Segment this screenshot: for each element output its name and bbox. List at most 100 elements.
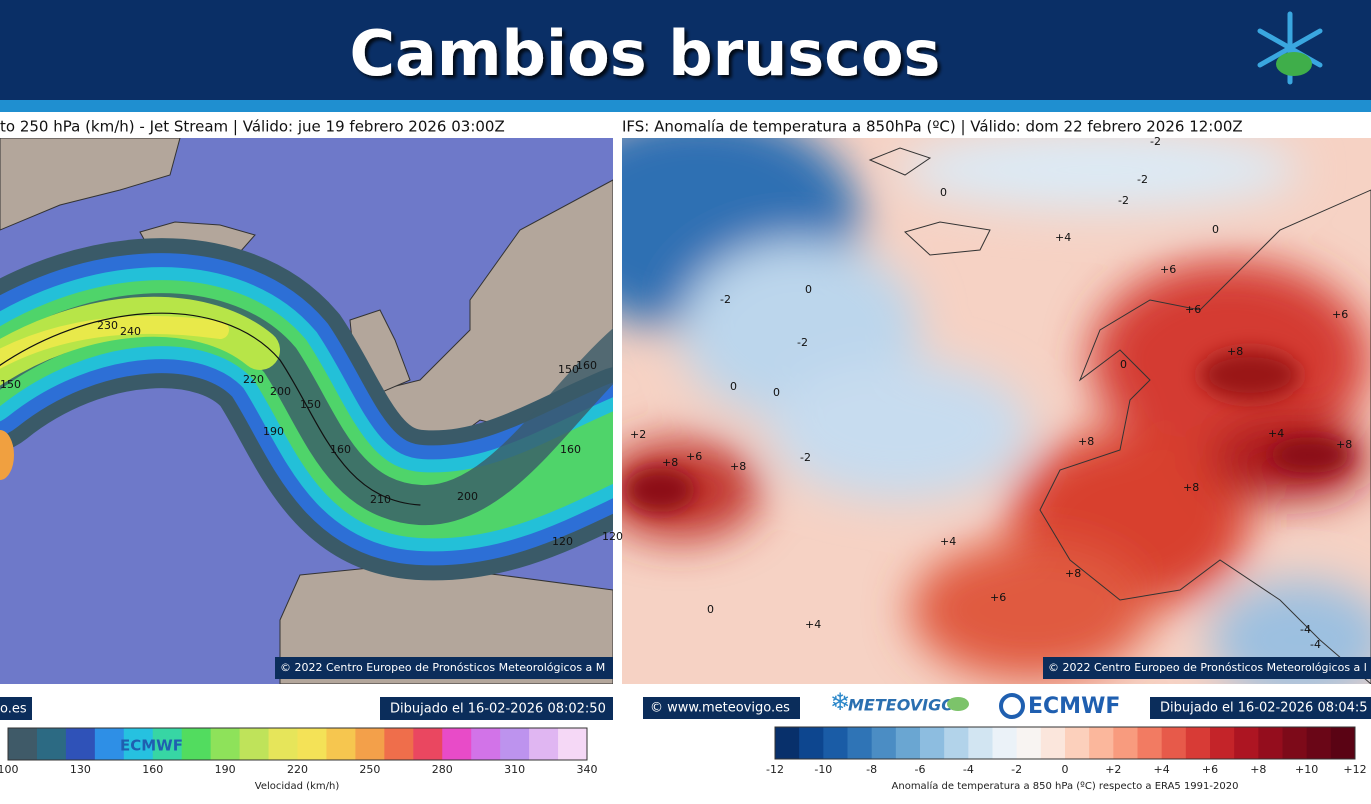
colorbar-tick-label: -2 xyxy=(1011,763,1022,776)
colorbar-segment xyxy=(94,728,125,760)
colorbar-segment xyxy=(297,728,327,760)
right-site-box xyxy=(643,697,800,719)
colorbar-segment xyxy=(529,728,559,760)
colorbar-segment xyxy=(920,727,945,759)
left-site: o.es xyxy=(0,702,27,717)
contour-label: 210 xyxy=(370,493,391,506)
colorbar-segment xyxy=(181,728,212,760)
colorbar-tick-label: -6 xyxy=(915,763,926,776)
contour-label: 120 xyxy=(552,535,573,548)
colorbar-segment xyxy=(1234,727,1259,759)
contour-label: 160 xyxy=(330,443,351,456)
contour-label: -2 xyxy=(720,293,731,306)
colorbar-segment xyxy=(1330,727,1356,759)
colorbar-tick-label: +10 xyxy=(1295,763,1318,776)
colorbar-segment xyxy=(992,727,1018,759)
colorbar-tick-label: -4 xyxy=(963,763,974,776)
colorbar-segment xyxy=(1065,727,1090,759)
colorbar-segment xyxy=(384,728,414,760)
colorbar-segment xyxy=(123,728,154,760)
colorbar-segment xyxy=(895,727,921,759)
contour-label: +8 xyxy=(1336,438,1352,451)
left-drawn: Dibujado el 16-02-2026 08:02:50 xyxy=(390,702,606,717)
brand: METEOVIGO xyxy=(848,696,955,715)
colorbar-segment xyxy=(1161,727,1187,759)
contour-label: 150 xyxy=(558,363,579,376)
right-logo: ECMWF xyxy=(1028,694,1120,719)
contour-label: +8 xyxy=(730,460,746,473)
header-strip xyxy=(0,100,1371,112)
colorbar-tick-label: 280 xyxy=(432,763,453,776)
contour-label: 220 xyxy=(243,373,264,386)
colorbar-segment xyxy=(799,727,824,759)
colorbar-segment xyxy=(413,728,443,760)
colorbar-segment xyxy=(823,727,848,759)
contour-label: 190 xyxy=(263,425,284,438)
left-colorbar: 100 130 160 190 220 250 280 310 340 xyxy=(0,727,598,776)
colorbar-segment xyxy=(1040,727,1066,759)
colorbar-segment xyxy=(1016,727,1042,759)
colorbar-tick-label: 130 xyxy=(70,763,91,776)
contour-label: 0 xyxy=(1212,223,1219,236)
colorbar-segment xyxy=(775,727,800,759)
contour-label: +6 xyxy=(1332,308,1348,321)
colorbar-segment xyxy=(1282,727,1308,759)
colorbar-segment xyxy=(1113,727,1138,759)
left-panel-title: to 250 hPa (km/h) - Jet Stream | Válido:… xyxy=(0,118,505,136)
snowflake-logo xyxy=(1257,11,1323,85)
contour-label: +8 xyxy=(1227,345,1243,358)
contour-label: +4 xyxy=(1268,427,1284,440)
contour-label: 240 xyxy=(120,325,141,338)
contour-label: +6 xyxy=(686,450,702,463)
contour-label: -2 xyxy=(1150,135,1161,148)
colorbar-segment xyxy=(1210,727,1235,759)
contour-label: 0 xyxy=(940,186,947,199)
contour-label: +6 xyxy=(1185,303,1201,316)
brand-leaf xyxy=(947,697,969,711)
colorbar-segment xyxy=(355,728,385,760)
colorbar-segment xyxy=(239,728,270,760)
contour-label: +6 xyxy=(1160,263,1176,276)
header-band xyxy=(0,0,1371,100)
contour-label: 0 xyxy=(773,386,780,399)
colorbar-segment xyxy=(326,728,356,760)
contour-label: +2 xyxy=(630,428,646,441)
right-drawn: Dibujado el 16-02-2026 08:04:5 xyxy=(1160,701,1368,716)
contour-label: +8 xyxy=(1183,481,1199,494)
right-panel-title: IFS: Anomalía de temperatura a 850hPa (º… xyxy=(622,118,1243,136)
right-site: © www.meteovigo.es xyxy=(650,701,790,716)
contour-label: 0 xyxy=(1120,358,1127,371)
colorbar-segment xyxy=(8,728,38,760)
left-colorbar-label: Velocidad (km/h) xyxy=(255,781,340,792)
colorbar-segment xyxy=(1089,727,1114,759)
colorbar-tick-label: +6 xyxy=(1202,763,1218,776)
contour-label: -4 xyxy=(1310,638,1321,651)
colorbar-tick-label: -8 xyxy=(866,763,877,776)
contour-label: 150 xyxy=(0,378,21,391)
colorbar-segment xyxy=(471,728,501,760)
contour-label: +8 xyxy=(1078,435,1094,448)
colorbar-tick-label: 100 xyxy=(0,763,19,776)
contour-label: -2 xyxy=(1137,173,1148,186)
right-copyright: © 2022 Centro Europeo de Pronósticos Met… xyxy=(1048,661,1367,674)
jet-stream-map xyxy=(0,138,613,684)
contour-label: +8 xyxy=(662,456,678,469)
contour-label: 150 xyxy=(300,398,321,411)
contour-label: 0 xyxy=(730,380,737,393)
colorbar-segment xyxy=(1137,727,1163,759)
left-drawn-box xyxy=(380,697,613,720)
colorbar-segment xyxy=(442,728,472,760)
ecmwf-emblem xyxy=(999,693,1025,719)
colorbar-segment xyxy=(152,728,183,760)
left-site-box xyxy=(0,697,32,720)
contour-label: +4 xyxy=(805,618,821,631)
right-colorbar-label: Anomalía de temperatura a 850 hPa (ºC) r… xyxy=(892,780,1239,792)
colorbar-segment xyxy=(944,727,969,759)
contour-label: 230 xyxy=(97,319,118,332)
colorbar-segment xyxy=(1185,727,1211,759)
left-copyright: © 2022 Centro Europeo de Pronósticos Met… xyxy=(280,661,605,674)
contour-label: 200 xyxy=(270,385,291,398)
colorbar-segment xyxy=(500,728,530,760)
colorbar-tick-label: 0 xyxy=(1062,763,1069,776)
